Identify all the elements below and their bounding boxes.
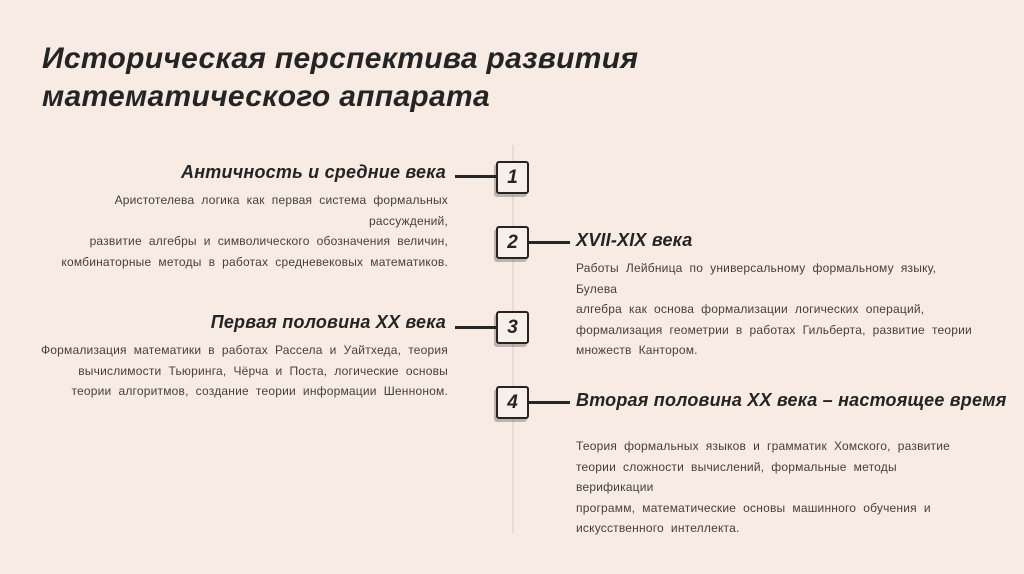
timeline-number-4: 4 <box>507 391 518 413</box>
timeline-item-first-half-20th: Первая половина XX века Формализация мат… <box>38 310 448 402</box>
timeline-item-body: Теория формальных языков и грамматик Хом… <box>576 439 951 535</box>
timeline-connector-2 <box>528 241 570 244</box>
page-title: Историческая перспектива развития матема… <box>42 42 639 113</box>
timeline-number-3: 3 <box>507 316 518 338</box>
timeline-item-body: Работы Лейбница по универсальному формал… <box>576 261 972 357</box>
timeline-item-heading: Первая половина XX века <box>210 312 446 332</box>
timeline-item-body: Формализация математики в работах Рассел… <box>40 343 448 398</box>
timeline-number-box-4: 4 <box>496 386 529 419</box>
timeline-item-antiquity: Античность и средние века Аристотелева л… <box>38 160 448 272</box>
timeline-item-heading: Античность и средние века <box>181 162 446 182</box>
timeline-connector-4 <box>528 401 570 404</box>
timeline-item-second-half-20th: Вторая половина XX века – настоящее врем… <box>576 388 1007 539</box>
timeline-connector-3 <box>455 326 497 329</box>
timeline-number-box-1: 1 <box>496 161 529 194</box>
timeline-item-heading: XVII-XIX века <box>576 230 693 250</box>
timeline-number-1: 1 <box>507 166 518 188</box>
timeline-item-heading: Вторая половина XX века – настоящее врем… <box>576 390 1007 410</box>
timeline-connector-1 <box>455 175 497 178</box>
timeline-item-body: Аристотелева логика как первая система ф… <box>61 193 448 269</box>
timeline-number-box-2: 2 <box>496 226 529 259</box>
timeline-item-17-19-centuries: XVII-XIX века Работы Лейбница по универс… <box>576 228 972 361</box>
timeline-number-2: 2 <box>507 231 518 253</box>
timeline-number-box-3: 3 <box>496 311 529 344</box>
